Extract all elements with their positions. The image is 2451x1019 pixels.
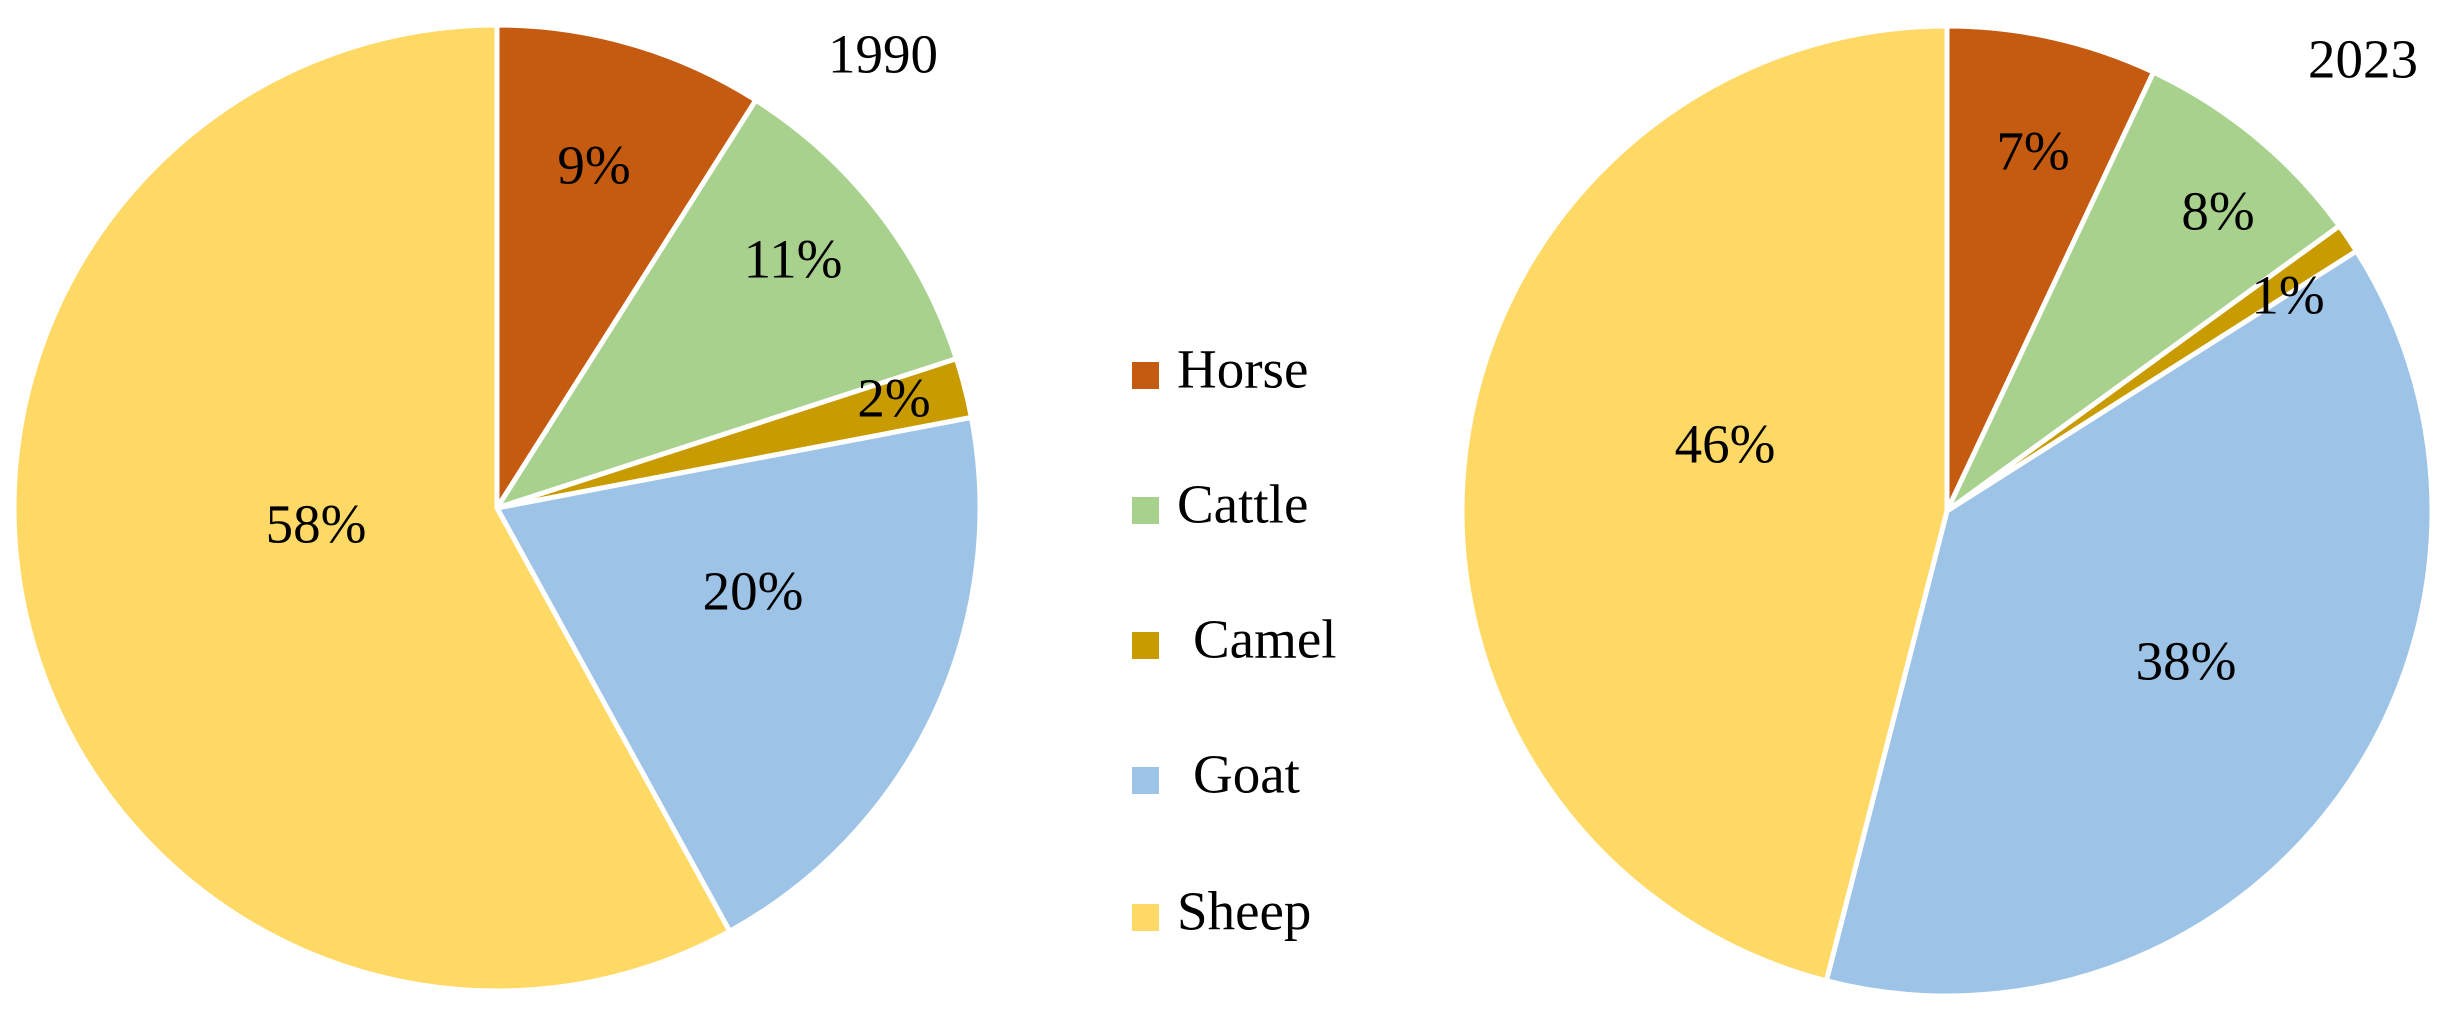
data-label-sheep-1990: 58%: [266, 494, 367, 555]
legend-label-goat: Goat: [1193, 744, 1300, 805]
data-label-sheep-2023: 46%: [1675, 414, 1776, 475]
legend-label-cattle: Cattle: [1177, 474, 1308, 535]
legend-swatch-horse: [1132, 362, 1159, 389]
slice-sheep-2023: [1459, 23, 1950, 984]
data-label-goat-1990: 20%: [703, 561, 804, 622]
data-label-camel-1990: 2%: [857, 368, 930, 429]
legend: Horse Cattle Camel Goat Sheep: [1132, 339, 1337, 942]
legend-swatch-camel: [1132, 632, 1159, 659]
data-label-cattle-1990: 11%: [744, 229, 843, 290]
legend-label-sheep: Sheep: [1177, 881, 1311, 942]
slice-horse-1990: [494, 22, 759, 511]
legend-swatch-sheep: [1132, 904, 1159, 931]
pie-title-2023: 2023: [2308, 29, 2418, 90]
pie-title-1990: 1990: [828, 24, 938, 85]
slice-cattle-1990: [494, 97, 959, 511]
data-label-goat-2023: 38%: [2136, 631, 2237, 692]
legend-label-horse: Horse: [1177, 339, 1308, 400]
data-label-camel-2023: 1%: [2251, 265, 2324, 326]
slice-goat-2023: [1823, 248, 2435, 999]
data-label-horse-1990: 9%: [557, 135, 630, 196]
pie-chart-2023: 7% 8% 1% 38% 46% 2023: [1459, 23, 2435, 999]
legend-swatch-cattle: [1132, 497, 1159, 524]
slice-horse-2023: [1944, 23, 2156, 514]
pie-chart-1990: 9% 11% 2% 20% 58% 1990: [11, 22, 983, 994]
data-label-horse-2023: 7%: [1996, 121, 2069, 182]
legend-swatch-goat: [1132, 767, 1159, 794]
slice-sheep-1990: [11, 22, 733, 994]
data-label-cattle-2023: 8%: [2181, 181, 2254, 242]
slice-cattle-2023: [1944, 69, 2342, 514]
slice-goat-1990: [494, 414, 983, 934]
legend-label-camel: Camel: [1193, 609, 1337, 670]
